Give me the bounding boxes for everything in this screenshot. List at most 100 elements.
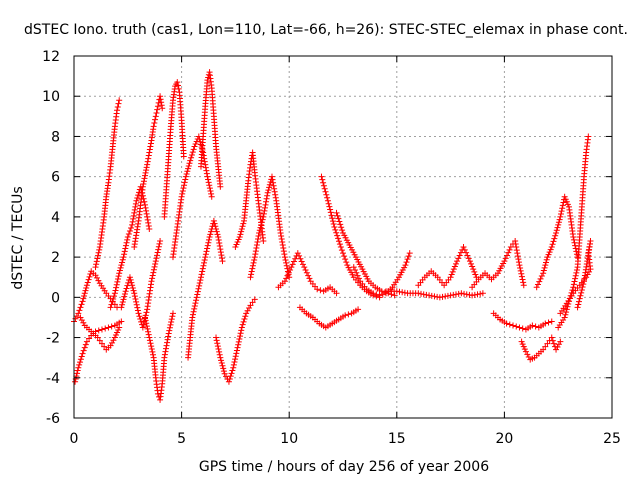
data-point — [536, 278, 543, 285]
y-tick-label: -6 — [46, 411, 60, 427]
data-point — [335, 215, 342, 222]
data-point — [420, 291, 427, 298]
data-point — [561, 314, 568, 321]
data-point — [261, 207, 268, 214]
data-point — [448, 271, 455, 278]
data-point — [136, 313, 143, 320]
data-point — [233, 350, 240, 357]
data-point — [238, 228, 245, 235]
data-point — [517, 267, 524, 274]
data-point — [463, 249, 470, 256]
data-point — [560, 199, 567, 206]
data-point — [213, 228, 220, 235]
data-point — [107, 304, 114, 311]
data-point — [516, 262, 523, 269]
data-point — [146, 337, 153, 344]
y-tick-label: -4 — [46, 371, 60, 387]
data-point — [129, 221, 136, 228]
data-point — [260, 213, 267, 220]
data-point — [155, 243, 162, 250]
data-point — [571, 278, 578, 285]
data-point — [216, 348, 223, 355]
data-point — [516, 324, 523, 331]
data-point — [472, 271, 479, 278]
data-point — [204, 77, 211, 84]
data-point — [221, 370, 228, 377]
data-point — [519, 276, 526, 283]
data-point — [182, 176, 189, 183]
data-point — [471, 291, 478, 298]
data-point — [157, 96, 164, 103]
data-point — [190, 308, 197, 315]
data-point — [562, 311, 569, 318]
data-point — [477, 290, 484, 297]
data-point — [200, 262, 207, 269]
data-point — [545, 319, 552, 326]
data-point — [83, 338, 90, 345]
x-tick-label: 25 — [603, 431, 621, 447]
data-point — [256, 229, 263, 236]
x-axis-label: GPS time / hours of day 256 of year 2006 — [199, 459, 489, 475]
data-point — [151, 120, 158, 127]
data-point — [154, 106, 161, 113]
data-point — [218, 360, 225, 367]
data-point — [515, 259, 522, 266]
data-point — [252, 248, 259, 255]
data-point — [540, 270, 547, 277]
data-point — [226, 375, 233, 382]
data-point — [133, 301, 140, 308]
data-point — [299, 261, 306, 268]
data-point — [548, 318, 555, 325]
data-point — [563, 306, 570, 313]
data-point — [165, 330, 172, 337]
data-point — [317, 287, 324, 294]
data-point — [233, 241, 240, 248]
x-tick-label: 10 — [280, 431, 298, 447]
data-point — [324, 197, 331, 204]
data-point — [404, 256, 411, 263]
data-point — [302, 266, 309, 273]
data-point — [230, 361, 237, 368]
data-point — [505, 249, 512, 256]
data-point — [82, 341, 89, 348]
data-point — [520, 279, 527, 286]
data-point — [236, 234, 243, 240]
data-point — [570, 234, 577, 240]
data-point — [234, 344, 241, 351]
data-point — [249, 265, 256, 272]
data-point — [129, 284, 136, 291]
data-point — [98, 340, 105, 347]
data-point — [338, 224, 345, 231]
data-point — [146, 225, 153, 232]
data-point — [471, 268, 478, 275]
data-point — [123, 285, 130, 292]
data-point — [240, 220, 247, 227]
data-point — [553, 229, 560, 236]
data-point — [216, 240, 223, 247]
data-point — [246, 305, 253, 312]
data-point — [220, 365, 227, 372]
data-point — [479, 290, 486, 297]
data-point — [264, 192, 271, 199]
data-point — [150, 123, 157, 130]
data-point — [553, 346, 560, 353]
data-point — [320, 182, 327, 189]
data-point — [279, 239, 286, 246]
data-point — [157, 93, 164, 100]
data-point — [216, 351, 223, 358]
data-point — [119, 299, 126, 306]
data-point — [460, 244, 467, 251]
data-point — [502, 255, 509, 262]
data-point — [124, 234, 131, 240]
data-point — [541, 264, 548, 271]
data-point — [95, 277, 102, 284]
data-point — [131, 206, 138, 213]
data-point — [179, 188, 186, 195]
data-point — [215, 346, 222, 353]
data-point — [143, 320, 150, 327]
data-point — [114, 278, 121, 285]
data-point — [266, 181, 273, 188]
data-point — [327, 209, 334, 216]
data-point — [292, 255, 299, 262]
data-point — [555, 219, 562, 226]
